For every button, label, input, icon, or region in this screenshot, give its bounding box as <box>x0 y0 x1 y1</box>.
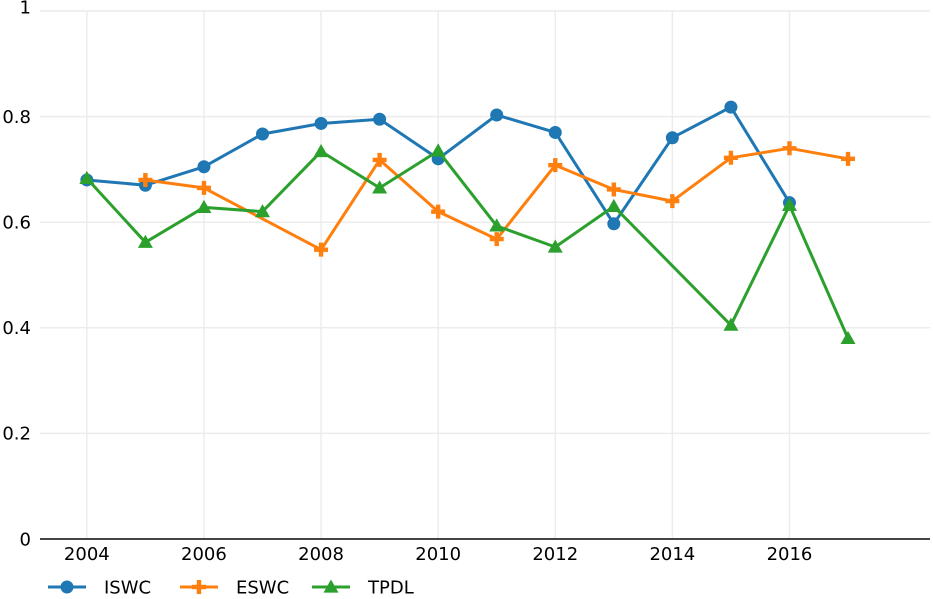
legend-item-iswc[interactable]: ISWC <box>48 577 151 598</box>
data-point-eswc <box>138 172 153 187</box>
legend-label: TPDL <box>367 577 414 598</box>
data-point-tpdl <box>313 143 329 158</box>
x-tick-label: 2012 <box>532 544 578 565</box>
y-tick-label: 0.2 <box>2 424 31 445</box>
x-tick-label: 2006 <box>181 544 227 565</box>
data-point-eswc <box>431 204 446 219</box>
series-eswc <box>138 141 856 257</box>
data-point-tpdl <box>723 317 739 331</box>
series-line-eswc <box>145 146 849 252</box>
data-point-tpdl <box>372 180 388 194</box>
legend-marker <box>323 579 339 593</box>
data-point-iswc <box>256 127 269 141</box>
series-line-tpdl <box>85 149 850 340</box>
legend-label: ESWC <box>236 577 289 598</box>
data-point-iswc <box>548 125 562 139</box>
data-point-eswc <box>723 150 738 165</box>
data-point-tpdl <box>781 197 797 211</box>
data-point-eswc <box>606 182 621 197</box>
x-tick-label: 2010 <box>415 544 461 565</box>
data-point-eswc <box>196 180 211 195</box>
data-point-eswc <box>489 232 504 247</box>
data-point-iswc <box>197 160 211 174</box>
axis-layer: 0 0.2 0.4 0.6 0.8 1 2004 2006 2008 2010 2012 2014 20… <box>2 0 930 565</box>
y-tick-label: 0 <box>20 529 31 550</box>
data-point-tpdl <box>196 199 212 214</box>
data-point-iswc <box>373 112 387 126</box>
data-point-tpdl <box>137 234 153 248</box>
data-point-eswc <box>372 152 387 167</box>
data-point-tpdl <box>255 204 270 218</box>
data-point-iswc <box>490 108 504 122</box>
grid-layer <box>40 10 930 539</box>
data-point-eswc <box>665 194 680 209</box>
data-point-tpdl <box>430 143 446 157</box>
data-point-iswc <box>607 217 621 231</box>
data-point-iswc <box>314 116 328 130</box>
y-tick-label: 0.8 <box>2 107 31 128</box>
data-point-iswc <box>665 131 679 145</box>
legend-marker <box>192 580 206 594</box>
y-tick-label: 1 <box>20 0 31 19</box>
data-point-eswc <box>782 141 797 156</box>
series-tpdl <box>79 143 856 344</box>
legend-item-tpdl[interactable]: TPDL <box>312 577 414 598</box>
legend[interactable]: ISWC ESWC TPDL <box>48 577 414 598</box>
data-point-tpdl <box>79 170 95 185</box>
data-point-tpdl <box>606 198 622 212</box>
x-tick-label: 2014 <box>649 544 695 565</box>
series-layer <box>79 100 856 344</box>
data-point-eswc <box>314 242 329 257</box>
x-tick-label: 2008 <box>298 544 344 565</box>
legend-item-eswc[interactable]: ESWC <box>180 577 289 598</box>
legend-label: ISWC <box>104 577 151 598</box>
x-tick-label: 2016 <box>767 544 813 565</box>
data-point-eswc <box>548 158 563 173</box>
data-point-tpdl <box>547 239 563 253</box>
data-point-iswc <box>724 100 738 114</box>
legend-marker <box>60 580 74 594</box>
y-tick-label: 0.4 <box>2 318 31 339</box>
data-point-eswc <box>841 151 856 166</box>
data-point-tpdl <box>489 218 505 232</box>
y-tick-label: 0.6 <box>2 213 31 234</box>
series-iswc <box>80 100 796 231</box>
x-tick-label: 2004 <box>64 544 110 565</box>
data-point-tpdl <box>840 330 856 344</box>
